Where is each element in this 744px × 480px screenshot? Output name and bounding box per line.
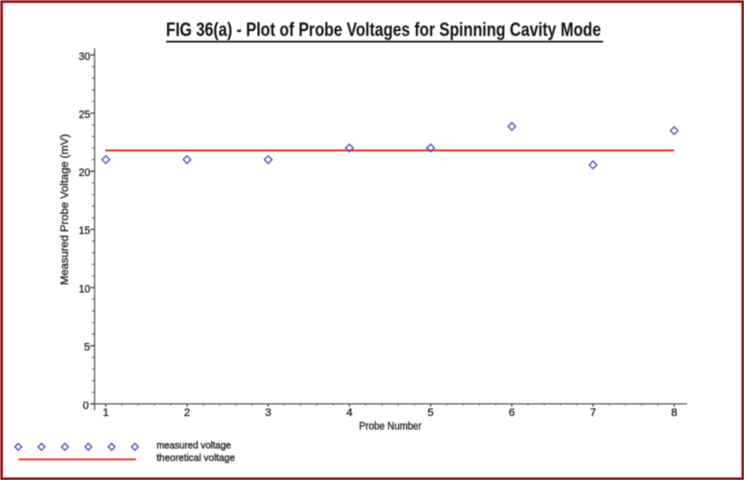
svg-text:2: 2 [184, 407, 190, 419]
svg-text:8: 8 [671, 407, 677, 419]
svg-text:1: 1 [103, 407, 109, 419]
svg-text:25: 25 [79, 109, 91, 121]
svg-text:5: 5 [428, 407, 434, 419]
svg-text:Probe Number: Probe Number [359, 421, 422, 433]
svg-text:15: 15 [79, 225, 91, 237]
svg-text:FIG 36(a) - Plot of Probe Volt: FIG 36(a) - Plot of Probe Voltages for S… [166, 20, 601, 41]
svg-text:10: 10 [79, 283, 91, 295]
svg-text:20: 20 [79, 167, 91, 179]
svg-text:Measured Probe Voltage (mV): Measured Probe Voltage (mV) [59, 134, 71, 285]
svg-text:4: 4 [346, 407, 352, 419]
svg-text:3: 3 [265, 407, 271, 419]
svg-text:theoretical voltage: theoretical voltage [157, 452, 236, 464]
svg-text:30: 30 [79, 51, 91, 63]
svg-text:7: 7 [590, 407, 596, 419]
svg-text:0: 0 [83, 400, 89, 412]
svg-text:5: 5 [84, 342, 90, 354]
svg-text:6: 6 [509, 407, 515, 419]
svg-text:measured voltage: measured voltage [157, 439, 232, 451]
